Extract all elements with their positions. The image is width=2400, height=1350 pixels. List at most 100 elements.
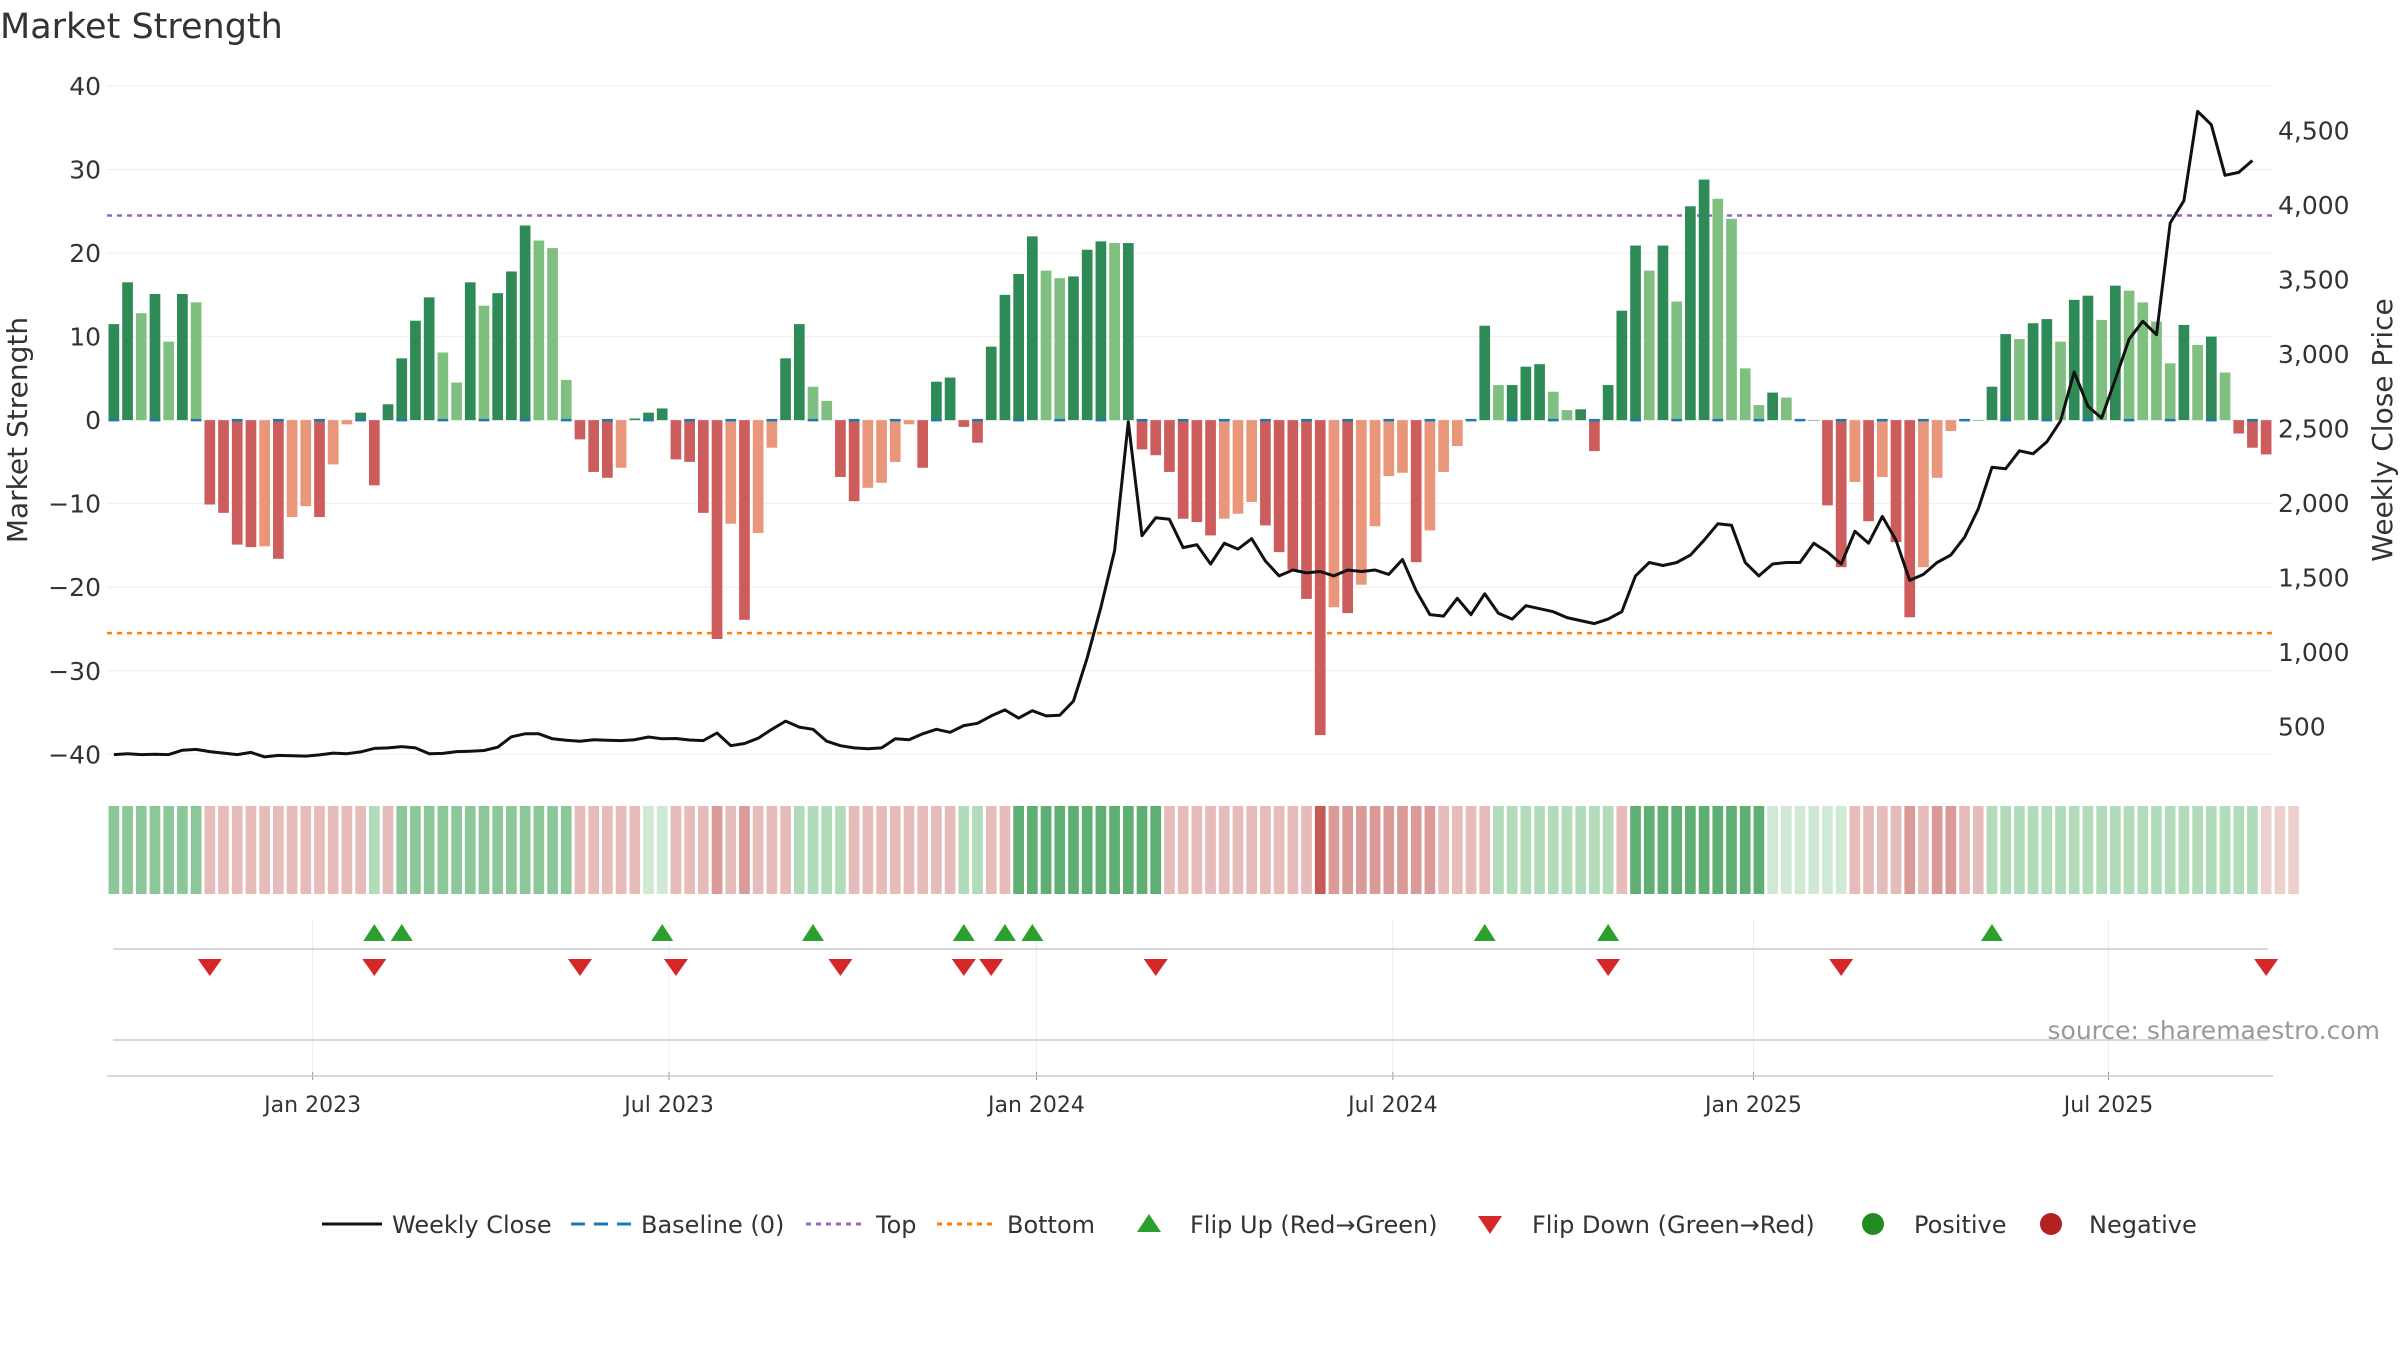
strength-bar (876, 420, 887, 483)
strength-bar (1589, 420, 1600, 452)
flip-down-marker (197, 959, 222, 976)
strip-cell (190, 806, 202, 894)
strip-cell (163, 806, 175, 894)
strip-cell (1397, 806, 1408, 894)
strip-cell (602, 806, 613, 894)
strip-cell (1918, 806, 1929, 894)
strength-bar (464, 282, 476, 421)
strength-bar (697, 420, 709, 513)
strip-cell (903, 806, 915, 894)
strip-cell (972, 806, 983, 894)
strength-bar (1328, 420, 1340, 608)
strip-cell (807, 806, 819, 894)
strip-cell (739, 806, 750, 894)
strength-bar (2027, 323, 2039, 421)
strip-cell (286, 806, 298, 894)
strength-bar (972, 420, 983, 443)
right-tick-label: 1,500 (2278, 563, 2350, 592)
strength-bar (259, 420, 270, 547)
strip-cell (2205, 806, 2217, 894)
strength-bar (1657, 245, 1669, 421)
strength-bar (1027, 236, 1038, 421)
strip-cell (752, 806, 764, 894)
strength-bar (355, 412, 366, 421)
strength-bar (1602, 385, 1614, 421)
strength-bar (985, 346, 997, 421)
strip-cell (135, 806, 147, 894)
strip-cell (1685, 806, 1696, 894)
strength-bar (1616, 310, 1628, 421)
strip-cell (231, 806, 243, 894)
strength-bar (1972, 420, 1984, 421)
strength-bar (2260, 420, 2272, 455)
left-tick-label: −10 (48, 490, 101, 519)
strength-bar (190, 302, 202, 421)
strip-cell (1493, 806, 1504, 894)
flip-up-marker (1980, 924, 2003, 941)
flip-up-marker (993, 924, 1016, 941)
strip-cell (2260, 806, 2272, 894)
left-tick-label: −40 (48, 740, 101, 769)
strip-cell (410, 806, 421, 894)
legend-label: Negative (2089, 1211, 2197, 1239)
strength-bar (2110, 285, 2121, 421)
strength-bar (1424, 420, 1436, 531)
legend-label: Top (875, 1211, 917, 1239)
strength-bar (835, 420, 846, 477)
strip-cell (2247, 806, 2258, 894)
strip-cell (1273, 806, 1285, 894)
strip-cell (1520, 806, 1532, 894)
strip-cell (1054, 806, 1066, 894)
strip-cell (766, 806, 778, 894)
strength-bar (670, 420, 682, 460)
strip-cell (492, 806, 504, 894)
x-tick-label: Jul 2025 (2062, 1093, 2154, 1118)
strength-bar (368, 420, 380, 486)
strip-cell (2000, 806, 2012, 894)
strength-bar (478, 305, 490, 421)
strip-cell (1561, 806, 1573, 894)
flip-up-marker (1597, 924, 1620, 941)
strip-cell (478, 806, 490, 894)
strength-bar (492, 293, 504, 421)
strip-cell (218, 806, 229, 894)
right-tick-label: 1,000 (2278, 638, 2350, 667)
strip-cell (108, 806, 120, 894)
strip-cell (1081, 806, 1093, 894)
strength-bar (1931, 420, 1943, 478)
strength-bar (931, 381, 942, 421)
strength-bar (1630, 245, 1641, 421)
strength-bar (1095, 241, 1107, 421)
x-tick-label: Jan 2023 (262, 1093, 361, 1118)
strip-cell (1589, 806, 1600, 894)
strip-cell (1356, 806, 1367, 894)
strength-bar (1739, 368, 1751, 421)
strength-bar (2068, 299, 2080, 421)
flip-down-marker (1829, 959, 1854, 976)
strength-bar (1575, 409, 1587, 421)
strength-bar (1136, 420, 1148, 450)
strip-cell (2096, 806, 2107, 894)
left-tick-label: 40 (69, 72, 101, 101)
strip-cell (615, 806, 627, 894)
strip-cell (985, 806, 997, 894)
strip-cell (1767, 806, 1778, 894)
strength-bar (1068, 276, 1079, 421)
strip-cell (1246, 806, 1258, 894)
strip-cell (889, 806, 901, 894)
flip-up-marker (952, 924, 975, 941)
strip-cell (1287, 806, 1299, 894)
strength-bar (1493, 385, 1504, 421)
strip-cell (245, 806, 257, 894)
strength-bar (2014, 339, 2025, 421)
strip-cell (1424, 806, 1436, 894)
strength-bar (752, 420, 764, 533)
legend-flip-down-icon (1478, 1216, 1502, 1234)
strength-bar (1561, 410, 1573, 421)
strength-bar (602, 420, 613, 478)
strength-bar (533, 240, 545, 421)
strip-cell (1671, 806, 1683, 894)
right-tick-label: 2,500 (2278, 415, 2350, 444)
strip-cell (1753, 806, 1765, 894)
strength-bar (1643, 270, 1655, 421)
